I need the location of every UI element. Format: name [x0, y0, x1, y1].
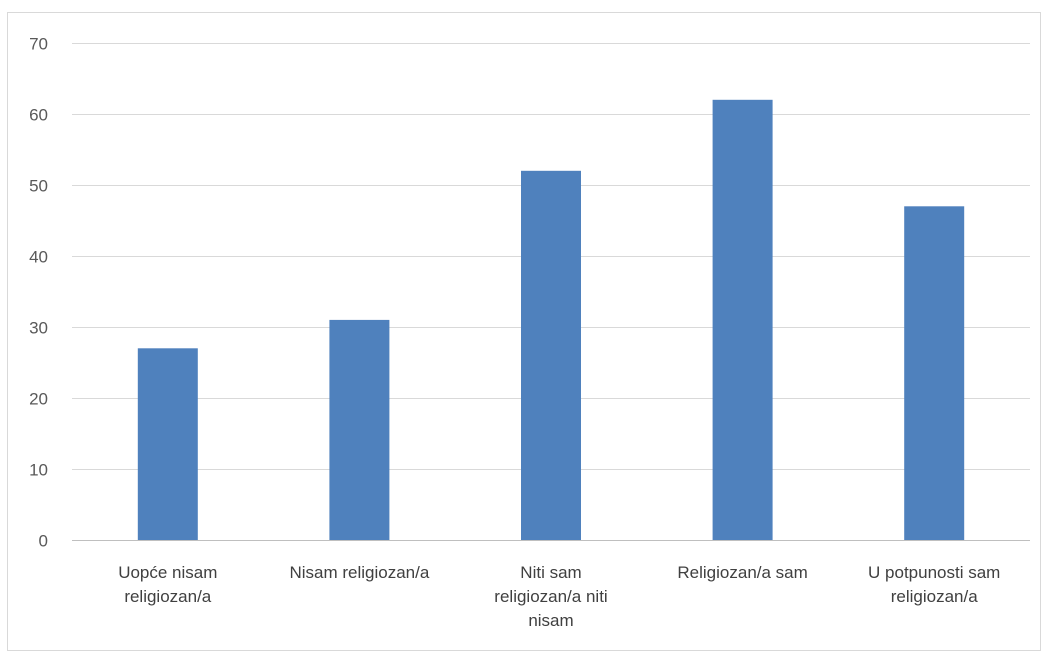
bar-5: [904, 206, 965, 541]
y-tick-label: 20: [29, 390, 48, 409]
y-tick-label: 40: [29, 248, 48, 267]
y-axis-ticks: 0 10 20 30 40 50 60 70: [29, 35, 48, 551]
x-tick-label-line: nisam: [528, 611, 573, 630]
y-tick-label: 10: [29, 461, 48, 480]
y-tick-label: 0: [39, 532, 48, 551]
bar-3: [521, 170, 581, 541]
x-tick-label-line: U potpunosti sam: [868, 563, 1000, 582]
bar-1: [137, 348, 198, 540]
x-tick-label-line: Nisam religiozan/a: [289, 563, 429, 582]
x-tick-label: Nisam religiozan/a: [289, 563, 429, 582]
x-tick-label: U potpunosti sam religiozan/a: [868, 563, 1000, 606]
x-tick-label: Niti sam religiozan/a niti nisam: [494, 563, 607, 630]
x-tick-label: Uopće nisam religiozan/a: [118, 563, 217, 606]
x-tick-label-line: religiozan/a: [124, 587, 211, 606]
bar-4: [712, 99, 773, 541]
bars: [137, 99, 965, 541]
x-tick-label-line: Religiozan/a sam: [677, 563, 807, 582]
x-tick-label-line: religiozan/a niti: [494, 587, 607, 606]
x-tick-label-line: Niti sam: [520, 563, 581, 582]
y-tick-label: 50: [29, 177, 48, 196]
y-tick-label: 70: [29, 35, 48, 54]
x-axis-labels: Uopće nisam religiozan/a Nisam religiozan/…: [118, 563, 1000, 630]
y-tick-label: 60: [29, 106, 48, 125]
bar-2: [329, 319, 390, 540]
x-tick-label-line: religiozan/a: [891, 587, 978, 606]
y-tick-label: 30: [29, 319, 48, 338]
x-tick-label: Religiozan/a sam: [677, 563, 807, 582]
x-tick-label-line: Uopće nisam: [118, 563, 217, 582]
